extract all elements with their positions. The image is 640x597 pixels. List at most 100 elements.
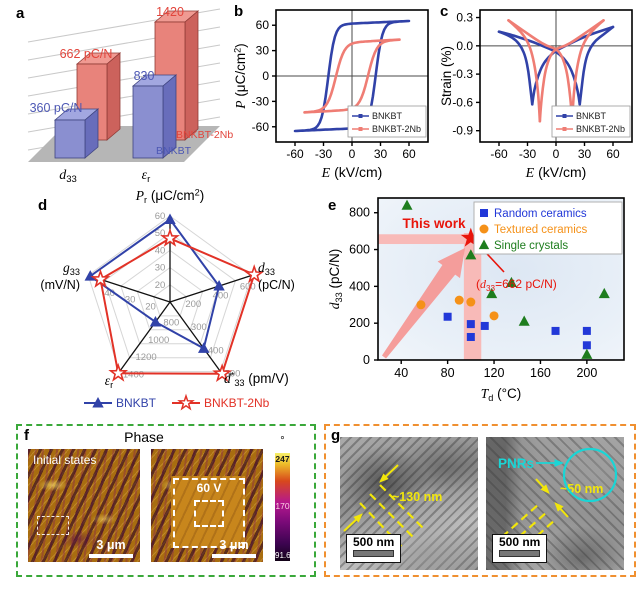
svg-text:60: 60 bbox=[256, 18, 270, 32]
svg-text:30: 30 bbox=[374, 147, 388, 161]
panel-g-label: g bbox=[331, 427, 341, 444]
svg-text:Td (°C): Td (°C) bbox=[481, 386, 522, 403]
svg-text:600: 600 bbox=[349, 243, 370, 257]
svg-text:d33 (pC/N): d33 (pC/N) bbox=[327, 249, 344, 309]
svg-text:30: 30 bbox=[125, 295, 136, 306]
svg-text:800: 800 bbox=[163, 317, 179, 328]
voltage-label: 60 V bbox=[196, 481, 222, 495]
svg-text:εr: εr bbox=[105, 373, 113, 390]
svg-text:400: 400 bbox=[213, 290, 229, 301]
poled-region bbox=[171, 476, 245, 548]
svg-text:b: b bbox=[234, 3, 243, 20]
svg-text:800: 800 bbox=[349, 206, 370, 220]
svg-text:E (kV/cm): E (kV/cm) bbox=[321, 164, 383, 181]
svg-text:Textured ceramics: Textured ceramics bbox=[494, 224, 588, 236]
scalebar-label: 3 μm bbox=[96, 538, 126, 553]
svg-text:200: 200 bbox=[576, 366, 597, 380]
svg-text:500: 500 bbox=[225, 369, 241, 380]
svg-text:E (kV/cm): E (kV/cm) bbox=[525, 164, 587, 181]
svg-text:-0.3: -0.3 bbox=[452, 67, 473, 81]
scalebar-line bbox=[353, 550, 395, 557]
svg-text:662 pC/N: 662 pC/N bbox=[60, 47, 113, 61]
svg-text:60: 60 bbox=[402, 147, 416, 161]
svg-text:-60: -60 bbox=[490, 147, 508, 161]
colorbar-unit: ° bbox=[280, 435, 285, 447]
scalebar-left: 3 μm bbox=[89, 538, 133, 558]
colorbar-max: 247 bbox=[275, 454, 290, 464]
svg-text:-30: -30 bbox=[519, 147, 537, 161]
scalebar-label: 3 μm bbox=[219, 538, 249, 553]
pfm-image-poled: 60 V 3 μm bbox=[151, 449, 263, 562]
svg-text:600: 600 bbox=[240, 281, 256, 292]
svg-text:0: 0 bbox=[553, 147, 560, 161]
svg-text:1000: 1000 bbox=[148, 335, 169, 346]
svg-text:~130 nm: ~130 nm bbox=[392, 490, 442, 504]
region-outline bbox=[37, 516, 69, 535]
svg-text:(mV/N): (mV/N) bbox=[40, 278, 80, 292]
svg-text:BNKBT: BNKBT bbox=[372, 111, 403, 121]
svg-text:g33: g33 bbox=[63, 260, 80, 277]
tem-image-right: ~50 nm PNRs 500 nm bbox=[486, 437, 624, 570]
svg-text:BNKBT: BNKBT bbox=[116, 396, 157, 410]
svg-text:200: 200 bbox=[185, 299, 201, 310]
svg-text:1400: 1400 bbox=[123, 370, 144, 381]
svg-text:d: d bbox=[38, 197, 47, 214]
svg-text:-60: -60 bbox=[286, 147, 304, 161]
svg-text:d33: d33 bbox=[59, 168, 77, 185]
svg-text:BNKBT-2Nb: BNKBT-2Nb bbox=[372, 124, 421, 134]
scalebar-left: 500 nm bbox=[346, 534, 402, 563]
svg-text:BNKBT: BNKBT bbox=[576, 111, 607, 121]
svg-text:BNKBT-2Nb: BNKBT-2Nb bbox=[576, 124, 625, 134]
svg-text:εr: εr bbox=[142, 168, 152, 185]
panel-b-pe-loop-chart: -60 -30 0 30 60 60 30 0 -30 -60 BNKBT BNKBT-2Nb P (μ… bbox=[233, 3, 429, 181]
svg-text:300: 300 bbox=[191, 322, 207, 333]
scalebar-right: 3 μm bbox=[212, 538, 256, 558]
svg-text:40: 40 bbox=[155, 245, 166, 256]
svg-text:a: a bbox=[16, 5, 25, 22]
svg-text:(pC/N): (pC/N) bbox=[258, 278, 295, 292]
svg-text:-0.6: -0.6 bbox=[452, 95, 473, 109]
svg-text:1420: 1420 bbox=[156, 5, 184, 19]
phase-colorbar: 247 170 91.6 bbox=[275, 453, 291, 561]
poling-outline-outer: 60 V bbox=[173, 478, 245, 548]
svg-text:d33: d33 bbox=[258, 260, 275, 277]
svg-text:0.3: 0.3 bbox=[456, 11, 473, 25]
svg-text:60: 60 bbox=[606, 147, 620, 161]
svg-text:Random ceramics: Random ceramics bbox=[494, 208, 587, 220]
svg-text:20: 20 bbox=[145, 301, 156, 312]
svg-text:(d33=662 pC/N): (d33=662 pC/N) bbox=[476, 277, 557, 293]
panel-f-pfm: f Phase Initial states 3 μm 60 V 3 μm ° … bbox=[16, 424, 316, 577]
scalebar-line bbox=[212, 554, 256, 558]
svg-text:50: 50 bbox=[155, 228, 166, 239]
svg-text:120: 120 bbox=[484, 366, 505, 380]
svg-text:-60: -60 bbox=[252, 120, 270, 134]
scalebar-line bbox=[499, 550, 541, 557]
phase-title: Phase bbox=[124, 429, 164, 445]
svg-text:80: 80 bbox=[441, 366, 455, 380]
svg-text:BNKBT: BNKBT bbox=[156, 145, 192, 157]
svg-text:160: 160 bbox=[530, 366, 551, 380]
colorbar-min: 91.6 bbox=[275, 551, 291, 560]
scalebar-label: 500 nm bbox=[499, 535, 541, 549]
panel-a-3d-bar-chart: a 360 pC/N 662 pC/N 830 1420 BNKBT-2Nb BNKBT d3… bbox=[16, 5, 233, 185]
svg-text:-0.9: -0.9 bbox=[452, 124, 473, 138]
scalebar-line bbox=[89, 554, 133, 558]
tem-left-annotations: ~130 nm bbox=[343, 464, 442, 548]
svg-text:30: 30 bbox=[256, 44, 270, 58]
svg-text:0: 0 bbox=[363, 353, 370, 367]
svg-text:This work: This work bbox=[402, 216, 466, 231]
svg-text:20: 20 bbox=[155, 280, 166, 291]
svg-text:PNRs: PNRs bbox=[498, 456, 534, 471]
scalebar-right: 500 nm bbox=[492, 534, 548, 563]
svg-text:30: 30 bbox=[155, 263, 166, 274]
pfm-image-initial: Initial states 3 μm bbox=[28, 449, 140, 562]
svg-text:d*33 (pm/V): d*33 (pm/V) bbox=[224, 371, 289, 389]
panel-d-radar-chart: 20 30 40 50 60 200 400 600 300 400 500 800 1000 1200 1… bbox=[38, 188, 295, 411]
svg-text:400: 400 bbox=[208, 345, 224, 356]
panel-c-strain-loop-chart: -60 -30 0 30 60 0.3 0.0 -0.3 -0.6 -0.9 BNKBT BNKBT-… bbox=[439, 3, 633, 181]
svg-text:200: 200 bbox=[349, 316, 370, 330]
svg-text:Pr (μC/cm2): Pr (μC/cm2) bbox=[135, 188, 204, 206]
svg-text:0: 0 bbox=[262, 69, 269, 83]
